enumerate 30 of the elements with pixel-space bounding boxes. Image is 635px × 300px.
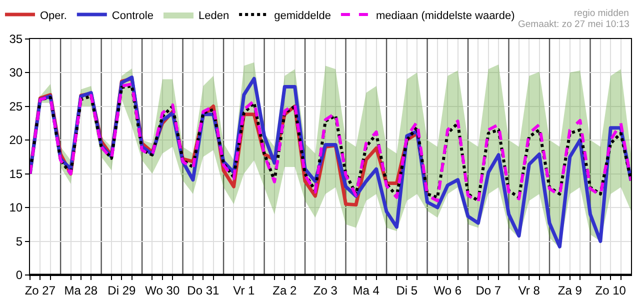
x-tick-label: Za 9: [558, 283, 582, 298]
y-tick-label: 35: [9, 32, 23, 46]
x-tick-label: Vr 1: [233, 283, 256, 298]
x-tick-label: Ma 4: [352, 283, 380, 298]
legend-label: Controle: [112, 10, 154, 22]
x-tick-label: Za 2: [272, 283, 297, 298]
y-tick-label: 30: [9, 66, 23, 80]
x-tick-label: Wo 6: [434, 283, 462, 298]
y-tick-label: 0: [16, 268, 23, 282]
text: regio midden: [574, 8, 629, 19]
x-tick-label: Wo 30: [145, 283, 180, 298]
x-tick-label: Di 29: [108, 283, 136, 298]
x-tick-label: Zo 10: [595, 283, 626, 298]
legend-label: gemiddelde: [274, 10, 331, 22]
x-tick-label: Di 5: [396, 283, 418, 298]
y-tick-label: 10: [9, 200, 23, 215]
y-tick-label: 20: [9, 133, 23, 148]
y-tick-label: 25: [9, 99, 23, 114]
text: Gemaakt: zo 27 mei 10:13: [518, 19, 630, 30]
y-tick-label: 15: [9, 166, 23, 181]
x-tick-label: Vr 8: [518, 283, 540, 298]
legend-label: Oper.: [40, 10, 67, 22]
x-tick-label: Do 7: [476, 283, 502, 298]
x-tick-label: Ma 28: [64, 283, 98, 298]
legend-label: Leden: [198, 10, 230, 22]
x-tick-label: Do 31: [187, 283, 220, 298]
legend-label: mediaan (middelste waarde): [376, 10, 515, 22]
x-tick-label: Zo 3: [313, 283, 338, 298]
y-tick-label: 5: [16, 234, 23, 248]
x-tick-label: Zo 27: [24, 283, 56, 298]
